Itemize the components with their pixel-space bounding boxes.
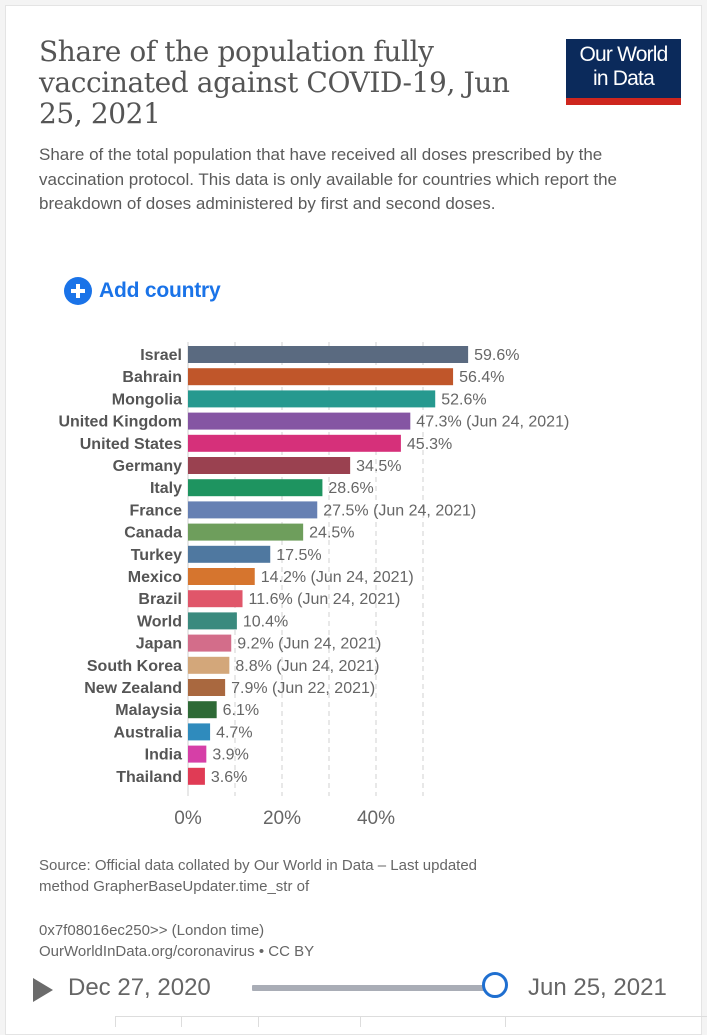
bar [188, 679, 226, 696]
value-label: 24.5% [309, 525, 354, 542]
bar [188, 412, 411, 430]
bar [188, 612, 237, 630]
source-line-1: Source: Official data collated by Our Wo… [39, 857, 478, 874]
logo-line-2: in Data [593, 67, 655, 90]
source-line-2: method GrapherBaseUpdater.time_str of [39, 878, 310, 895]
x-tick-label: 20% [263, 808, 301, 829]
category-label: Bahrain [122, 369, 182, 386]
category-label: Malaysia [115, 702, 182, 719]
add-country-label: Add country [99, 279, 221, 302]
bar [188, 701, 217, 719]
value-label: 14.2% (Jun 24, 2021) [261, 569, 414, 586]
x-tick-label: 0% [174, 808, 202, 829]
timeline-track[interactable] [252, 985, 497, 991]
bar [188, 767, 205, 785]
bar [188, 479, 323, 497]
value-label: 3.9% [212, 747, 248, 764]
category-label: Israel [140, 347, 182, 364]
value-label: 52.6% [441, 391, 486, 408]
bar [188, 390, 436, 408]
bar [188, 568, 255, 585]
plus-circle-icon [64, 277, 92, 305]
category-label: Australia [114, 724, 183, 741]
value-label: 47.3% (Jun 24, 2021) [416, 414, 569, 431]
bar [188, 346, 469, 363]
license-note: 0x7f08016ec250>> (London time) OurWorldI… [39, 920, 314, 962]
bar [188, 634, 232, 652]
source-line-3: 0x7f08016ec250>> (London time) [39, 922, 265, 939]
logo-line-1: Our World [579, 43, 668, 66]
tab-divider [505, 1017, 506, 1027]
value-label: 6.1% [223, 702, 259, 719]
value-label: 7.9% (Jun 22, 2021) [231, 680, 375, 697]
bar [188, 656, 230, 674]
bar [188, 501, 318, 519]
category-label: Japan [136, 636, 182, 653]
timeline-end-label[interactable]: Jun 25, 2021 [528, 974, 667, 1001]
bar [188, 523, 304, 541]
license-link[interactable]: OurWorldInData.org/coronavirus • CC BY [39, 943, 315, 960]
timeline-handle[interactable] [482, 972, 508, 998]
tab-divider [360, 1017, 361, 1027]
category-label: Mongolia [112, 391, 182, 408]
category-label: New Zealand [84, 680, 182, 697]
value-label: 8.8% (Jun 24, 2021) [235, 658, 379, 675]
value-label: 3.6% [211, 769, 247, 786]
category-label: Germany [113, 458, 182, 475]
value-label: 45.3% [407, 436, 452, 453]
category-label: Turkey [131, 547, 182, 564]
play-icon[interactable] [33, 978, 53, 1002]
category-label: World [137, 613, 182, 630]
category-label: France [130, 502, 183, 519]
category-label: Canada [124, 525, 182, 542]
bar [188, 745, 207, 763]
value-label: 28.6% [328, 480, 373, 497]
category-label: Italy [150, 480, 182, 497]
chart-subtitle: Share of the total population that have … [39, 145, 617, 213]
value-label: 9.2% (Jun 24, 2021) [237, 636, 381, 653]
chart-card: Share of the population fully vaccinated… [5, 5, 702, 1035]
bar [188, 368, 454, 386]
value-label: 34.5% [356, 458, 401, 475]
bar [188, 545, 271, 563]
add-country-button[interactable]: Add country [64, 276, 221, 306]
value-label: 56.4% [459, 369, 504, 386]
bar [188, 590, 243, 608]
bar [188, 723, 211, 741]
tab-divider [115, 1017, 116, 1027]
bottom-tab-strip [115, 1016, 707, 1027]
tab-divider [258, 1017, 259, 1027]
value-label: 10.4% [243, 613, 288, 630]
value-label: 17.5% [276, 547, 321, 564]
logo-accent-bar [566, 98, 681, 105]
value-label: 59.6% [474, 347, 519, 364]
bar [188, 434, 401, 452]
category-label: South Korea [87, 658, 182, 675]
bar [188, 457, 351, 474]
value-label: 27.5% (Jun 24, 2021) [323, 502, 476, 519]
tab-divider [181, 1017, 182, 1027]
category-label: Thailand [116, 769, 182, 786]
owid-logo[interactable]: Our World in Data [566, 39, 681, 105]
category-label: Brazil [138, 591, 182, 608]
category-label: United Kingdom [58, 414, 182, 431]
timeline: Dec 27, 2020 Jun 25, 2021 [0, 968, 707, 1010]
category-label: Mexico [128, 569, 182, 586]
source-note: Source: Official data collated by Our Wo… [39, 855, 659, 897]
value-label: 11.6% (Jun 24, 2021) [249, 591, 401, 608]
bar-chart: Israel 59.6% Bahrain 56.4% Mongolia 52.6% Unit… [58, 342, 569, 829]
category-label: India [145, 747, 182, 764]
category-label: United States [80, 436, 182, 453]
timeline-start-label[interactable]: Dec 27, 2020 [68, 974, 211, 1001]
value-label: 4.7% [216, 724, 252, 741]
x-tick-label: 40% [357, 808, 395, 829]
chart-title: Share of the population fully vaccinated… [39, 35, 510, 130]
